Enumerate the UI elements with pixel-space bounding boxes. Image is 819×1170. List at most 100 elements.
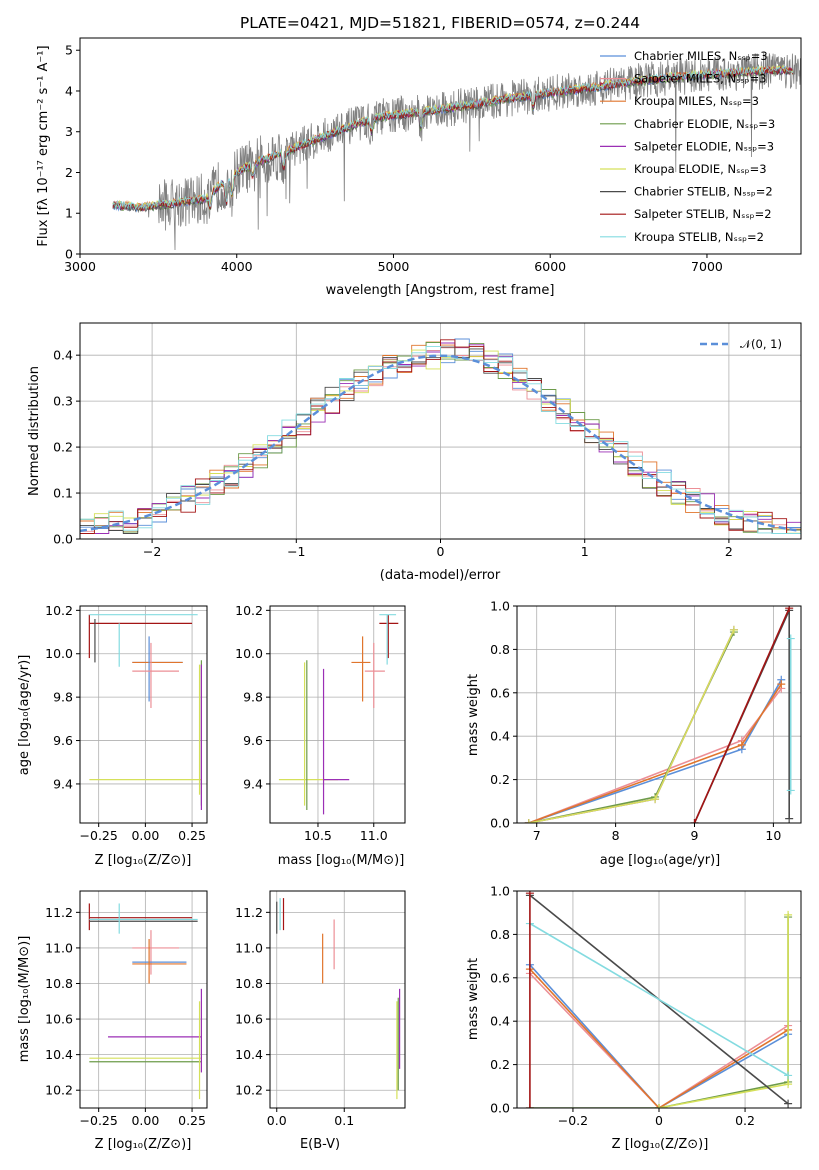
- y-tick-label: 1.0: [490, 599, 510, 614]
- spectrum-title: PLATE=0421, MJD=51821, FIBERID=0574, z=0…: [240, 14, 640, 32]
- mass-weight-line: [529, 968, 789, 1108]
- x-tick-label: 5000: [378, 259, 410, 274]
- x-tick-label: 4000: [221, 259, 253, 274]
- axes-frame: [516, 605, 802, 824]
- y-tick-label: 10.2: [235, 603, 263, 618]
- mass-weight-marker: [784, 1071, 793, 1080]
- wZ-xlabel: Z [log₁₀(Z/Z⊙)]: [612, 1137, 709, 1152]
- mass-weight-marker: [784, 1080, 793, 1089]
- ageZ-xlabel: Z [log₁₀(Z/Z⊙)]: [95, 853, 192, 868]
- spectrum-panel: 3000 4000 5000 6000 7000 0 1 2 3 4 5 Chabrier MILES…: [64, 37, 802, 274]
- wAge-xlabel: age [log₁₀(age/yr)]: [600, 853, 721, 868]
- y-tick-label: 9.4: [53, 776, 73, 791]
- mass-weight-marker: [690, 819, 699, 823]
- x-tick-label: 9: [691, 828, 699, 843]
- mass-weight-line: [693, 607, 790, 823]
- grid-lines: [80, 606, 207, 823]
- mass-weight-marker: [786, 786, 795, 795]
- axes-frame: [79, 890, 208, 1109]
- mass-weight-marker: [784, 910, 793, 919]
- mass-weight-line: [529, 972, 789, 1108]
- x-tick-label: 0.2: [735, 1113, 755, 1128]
- y-tick-label: 4: [65, 83, 73, 98]
- x-tick-label: 0: [437, 544, 445, 559]
- mass-weight-marker: [784, 1099, 793, 1108]
- axes-frame: [79, 322, 802, 540]
- y-tick-label: 1: [65, 206, 73, 221]
- axes-frame: [269, 605, 406, 824]
- massE-xlabel: E(B-V): [300, 1137, 340, 1152]
- y-tick-label: 10.0: [235, 646, 263, 661]
- mass-weight-marker: [524, 819, 533, 823]
- y-tick-label: 10.8: [235, 976, 263, 991]
- weight-vs-metallicity-panel: −0.2 0 0.2 0.0 0.2 0.4 0.6 0.8 1.0: [490, 884, 802, 1128]
- y-tick-label: 0.8: [490, 927, 510, 942]
- y-tick-label: 0.8: [490, 642, 510, 657]
- y-tick-label: 3: [65, 124, 73, 139]
- mass-weight-marker: [737, 740, 746, 749]
- y-tick-label: 0: [65, 247, 73, 262]
- mass-weight-marker: [525, 1104, 534, 1108]
- y-tick-label: 0.4: [490, 1014, 510, 1029]
- y-tick-label: 9.6: [243, 733, 263, 748]
- y-tick-label: 10.2: [235, 1083, 263, 1098]
- mass-vs-metallicity-panel: −0.25 0.00 0.25 10.2 10.4 10.6 10.8 11.0 11.2: [45, 890, 208, 1128]
- legend-entry: Salpeter STELIB, Nₛₛₚ=2: [634, 207, 772, 221]
- x-tick-label: 0.1: [334, 1113, 354, 1128]
- plot-area: [88, 903, 202, 1100]
- residuals-legend-label: 𝒩(0, 1): [740, 337, 782, 351]
- y-tick-label: 5: [65, 43, 73, 58]
- y-tick-label: 10.6: [235, 1012, 263, 1027]
- normal-curve: [80, 354, 801, 533]
- legend-entry: Chabrier ELODIE, Nₛₛₚ=3: [634, 117, 775, 131]
- y-tick-label: 0.2: [490, 1057, 510, 1072]
- y-tick-label: 0.3: [53, 394, 73, 409]
- y-tick-label: 9.8: [243, 690, 263, 705]
- x-tick-label: −0.25: [80, 828, 118, 843]
- residuals-ylabel: Normed distribution: [27, 366, 42, 496]
- mass-weight-line: [528, 631, 735, 823]
- x-tick-label: 11.0: [360, 828, 388, 843]
- mass-weight-line: [528, 629, 735, 823]
- x-tick-label: 2: [725, 544, 733, 559]
- y-tick-label: 0.1: [53, 486, 73, 501]
- mass-vs-ebv-panel: 0.0 0.1 10.2 10.4 10.6 10.8 11.0 11.2: [235, 890, 406, 1128]
- x-tick-label: 7000: [691, 259, 723, 274]
- axes-frame: [79, 37, 802, 255]
- y-tick-label: 2: [65, 165, 73, 180]
- axes-frame: [79, 605, 208, 824]
- spectrum-xlabel: wavelength [Angstrom, rest frame]: [326, 283, 555, 298]
- x-tick-label: −0.2: [558, 1113, 588, 1128]
- mass-weight-marker: [655, 1104, 663, 1108]
- x-tick-label: 0.0: [267, 1113, 287, 1128]
- y-tick-label: 0.0: [490, 816, 510, 831]
- x-tick-label: −1: [287, 544, 305, 559]
- y-tick-label: 0.4: [53, 348, 73, 363]
- x-tick-label: 0.00: [131, 1113, 159, 1128]
- y-tick-label: 0.4: [490, 729, 510, 744]
- residuals-panel: −2 −1 0 1 2 0.0 0.1 0.2 0.3 0.4: [53, 322, 802, 559]
- x-tick-label: 0.25: [178, 828, 206, 843]
- y-tick-label: 0.6: [490, 685, 510, 700]
- mass-weight-marker: [786, 634, 795, 643]
- mass-weight-marker: [651, 795, 660, 804]
- mass-weight-marker: [785, 814, 794, 823]
- legend-entry: Kroupa ELODIE, Nₛₛₚ=3: [634, 162, 767, 176]
- x-tick-label: 0: [655, 1113, 663, 1128]
- residual-histogram: [80, 346, 801, 534]
- mass-weight-line: [529, 964, 789, 1108]
- mass-weight-marker: [729, 625, 738, 634]
- y-tick-label: 0.2: [53, 440, 73, 455]
- x-tick-label: 0.25: [178, 1113, 206, 1128]
- y-tick-label: 11.0: [45, 940, 73, 955]
- y-tick-label: 10.4: [45, 1047, 73, 1062]
- plot-area: [88, 614, 202, 810]
- weight-vs-age-panel: 7 8 9 10 0.0 0.2 0.4 0.6 0.8 1.0: [490, 599, 802, 843]
- y-tick-label: 10.0: [45, 646, 73, 661]
- y-tick-label: 10.2: [45, 1083, 73, 1098]
- y-tick-label: 1.0: [490, 884, 510, 899]
- wAge-ylabel: mass weight: [466, 674, 481, 756]
- grid-lines: [270, 606, 405, 823]
- mass-weight-line: [528, 629, 735, 823]
